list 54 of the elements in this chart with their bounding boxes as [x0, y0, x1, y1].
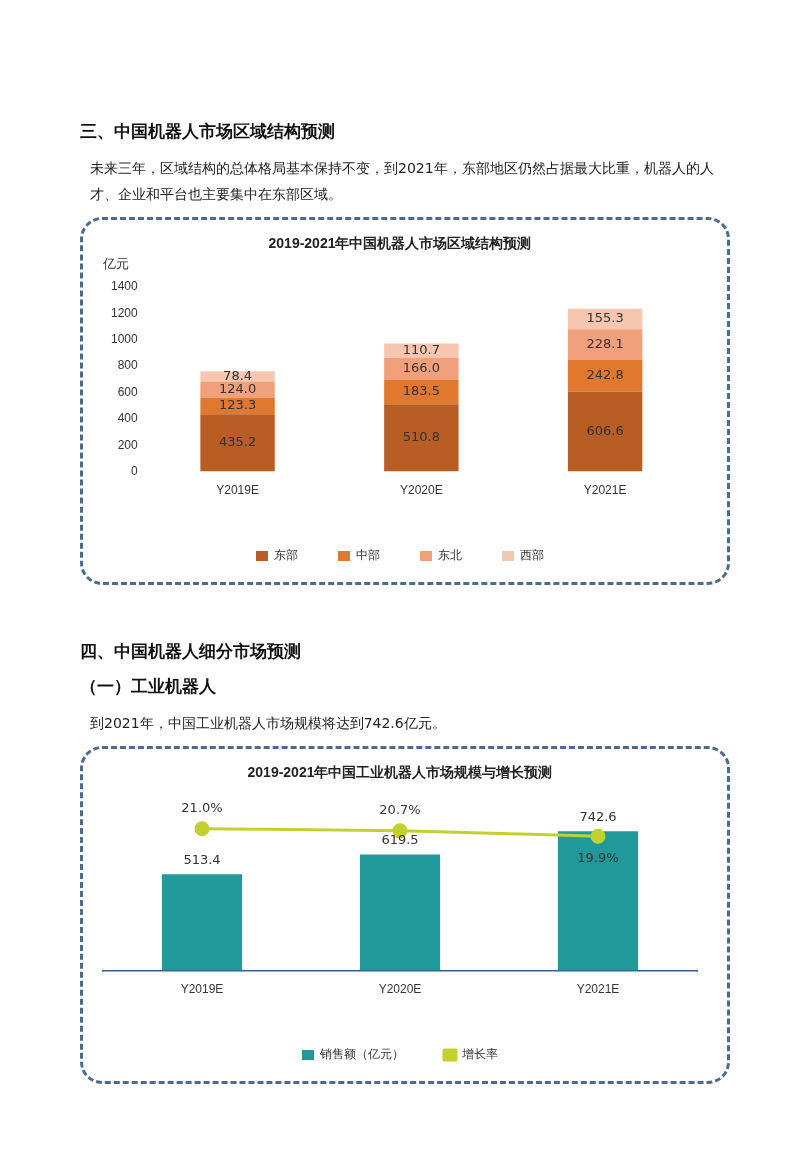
- bar: [384, 404, 459, 472]
- y-tick-label: 400: [117, 411, 139, 426]
- bar: [384, 358, 459, 380]
- data-label: 742.6: [579, 808, 617, 824]
- data-label: 619.5: [381, 831, 419, 847]
- x-tick-label: Y2021E: [583, 483, 627, 498]
- text: （一）工业机器人: [80, 675, 217, 698]
- data-label: 606.6: [586, 422, 624, 438]
- data-label: 21.0%: [181, 800, 223, 816]
- data-label: 166.0: [402, 360, 440, 376]
- y-tick-label: 1200: [110, 305, 139, 320]
- bar: [567, 329, 643, 360]
- x-tick-label: Y2020E: [400, 483, 443, 498]
- data-label: 20.7%: [379, 802, 421, 818]
- legend-label: 东部: [274, 548, 298, 563]
- x-tick-label: Y2020E: [378, 982, 422, 997]
- data-label: 110.7: [402, 342, 440, 358]
- y-tick-label: 800: [117, 358, 139, 373]
- data-label: 228.1: [586, 335, 624, 351]
- y-axis-title: 亿元: [102, 256, 129, 272]
- data-label: 19.9%: [577, 849, 619, 865]
- data-label: 183.5: [402, 383, 440, 399]
- text: 到2021年，中国工业机器人市场规模将达到742.6亿元。: [90, 714, 447, 733]
- y-tick-label: 200: [117, 437, 139, 452]
- legend-label: 增长率: [461, 1047, 498, 1062]
- y-tick-label: 600: [117, 384, 139, 399]
- bar: [567, 359, 643, 392]
- data-label: 242.8: [586, 366, 624, 382]
- y-tick-label: 1000: [110, 331, 139, 346]
- legend-label: 中部: [356, 548, 380, 563]
- y-tick-label: 0: [131, 463, 139, 478]
- data-label: 155.3: [586, 310, 624, 326]
- chart-title: 2019-2021年中国机器人市场区域结构预测: [268, 235, 532, 252]
- data-label: 123.3: [218, 397, 257, 413]
- text: 未来三年，区域结构的总体格局基本保持不变，到2021年，东部地区仍然占据最大比重，机器人的人才、企业和平台也主要集中在东部区域。: [90, 159, 715, 204]
- data-label: 124.0: [218, 381, 257, 397]
- data-label: 78.4: [223, 367, 253, 383]
- bar: [567, 391, 643, 472]
- bar: [384, 379, 459, 405]
- chart-title: 2019-2021年中国工业机器人市场规模与增长预测: [247, 764, 553, 781]
- data-label: 513.4: [183, 851, 221, 867]
- text: 三、中国机器人市场区域结构预测: [80, 120, 336, 143]
- legend-label: 销售额（亿元）: [319, 1047, 404, 1062]
- bar: [200, 414, 275, 472]
- x-tick-label: Y2019E: [180, 982, 224, 997]
- text: 四、中国机器人细分市场预测: [80, 640, 302, 663]
- x-tick-label: Y2021E: [576, 982, 620, 997]
- y-tick-label: 1400: [110, 279, 139, 294]
- data-label: 435.2: [218, 434, 257, 450]
- legend-label: 东北: [438, 548, 462, 563]
- x-tick-label: Y2019E: [216, 483, 259, 498]
- data-label: 510.8: [402, 429, 440, 445]
- bar: [384, 343, 459, 359]
- bar: [200, 371, 275, 382]
